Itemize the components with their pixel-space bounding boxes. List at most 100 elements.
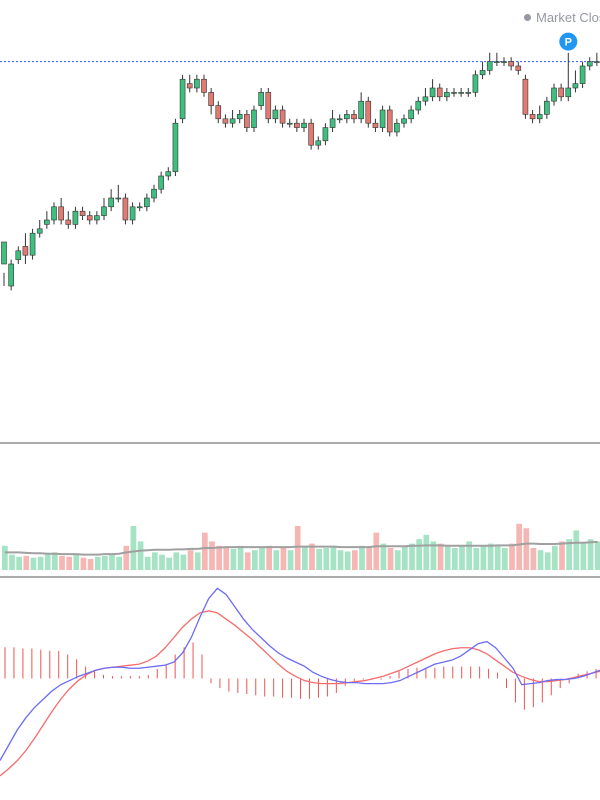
candle <box>258 88 264 110</box>
candle-body <box>572 83 579 89</box>
candle <box>236 110 243 124</box>
volume-bar <box>194 552 201 570</box>
volume-bar <box>9 554 15 570</box>
candle-body <box>422 96 429 102</box>
volume-bar <box>437 543 444 570</box>
volume-bar <box>23 555 30 570</box>
candle-body <box>165 171 172 177</box>
candle-body <box>108 197 114 208</box>
candle <box>194 74 200 93</box>
volume-bar <box>59 555 65 570</box>
volume-bar <box>566 539 572 570</box>
candle-body <box>536 114 543 120</box>
candle-body <box>529 114 536 120</box>
candle-body <box>494 61 500 63</box>
volume-bar <box>423 534 430 570</box>
candle-body <box>244 114 250 128</box>
candle-body <box>294 122 300 128</box>
candle <box>251 105 257 132</box>
candle <box>279 105 286 128</box>
candle <box>508 57 514 71</box>
candle-body <box>186 83 193 89</box>
candle-body <box>51 206 57 221</box>
price-pane[interactable]: P <box>0 32 600 291</box>
volume-bar <box>473 548 480 570</box>
candle-body <box>458 92 464 94</box>
candle <box>529 110 536 124</box>
volume-bar <box>123 545 130 570</box>
candle <box>244 110 250 132</box>
volume-bar <box>509 543 515 570</box>
candle <box>179 74 186 124</box>
volume-bar <box>259 548 265 570</box>
volume-bar <box>452 548 458 570</box>
candle-body <box>172 122 179 172</box>
candle <box>551 83 557 106</box>
candle <box>1 241 7 286</box>
volume-bar <box>416 539 422 570</box>
volume-bar <box>394 550 401 570</box>
candle-body <box>408 109 414 120</box>
volume-bar <box>180 554 187 570</box>
candle <box>86 211 93 225</box>
volume-bar <box>444 545 451 570</box>
candle-body <box>551 87 557 102</box>
volume-bar <box>287 550 294 570</box>
volume-bar <box>252 550 258 570</box>
candle-body <box>65 219 72 225</box>
volume-bar <box>459 545 465 570</box>
candle-body <box>215 105 222 120</box>
candle-body <box>365 100 372 124</box>
volume-bar <box>187 550 194 570</box>
volume-bar <box>544 552 551 570</box>
volume-bar <box>516 523 522 570</box>
candle-body <box>115 197 122 200</box>
volume-bar <box>273 550 280 570</box>
candle <box>51 202 57 225</box>
volume-bar <box>266 545 272 570</box>
candle-body <box>272 109 279 120</box>
candle-body <box>158 175 164 190</box>
volume-bar <box>209 541 215 570</box>
volume-bar <box>587 539 594 570</box>
volume-bar <box>573 530 580 570</box>
candle <box>44 211 50 229</box>
candle <box>372 118 379 132</box>
candle-body <box>301 122 307 128</box>
volume-bar <box>216 545 222 570</box>
candle <box>351 110 357 124</box>
candle <box>536 105 543 124</box>
candle <box>8 259 14 291</box>
candle <box>422 88 429 106</box>
candle <box>94 211 100 225</box>
volume-bar <box>159 554 165 570</box>
candle <box>344 110 350 124</box>
candle-body <box>344 114 350 120</box>
marker-p-icon <box>559 32 578 51</box>
volume-bar <box>494 545 501 570</box>
candle <box>365 96 372 128</box>
candle-body <box>72 210 79 225</box>
macd-pane[interactable] <box>0 587 600 777</box>
volume-bar <box>552 545 558 570</box>
candle-body <box>208 92 214 106</box>
candle <box>479 61 486 80</box>
candle-body <box>251 109 257 128</box>
volume-pane[interactable] <box>2 523 600 570</box>
macd-line <box>0 587 600 761</box>
candle-body <box>179 78 186 120</box>
volume-bar <box>144 556 151 570</box>
volume-bar <box>309 543 315 570</box>
volume-bar <box>559 541 565 570</box>
candle-body <box>1 241 7 265</box>
candle <box>408 105 414 124</box>
candle-body <box>101 206 107 216</box>
volume-ma-line <box>4 540 598 556</box>
marker-p-label: P <box>565 37 572 49</box>
volume-bar <box>366 548 372 570</box>
volume-bar <box>466 541 472 570</box>
volume-bar <box>109 554 115 570</box>
candle <box>65 211 72 229</box>
candle-body <box>486 61 493 71</box>
